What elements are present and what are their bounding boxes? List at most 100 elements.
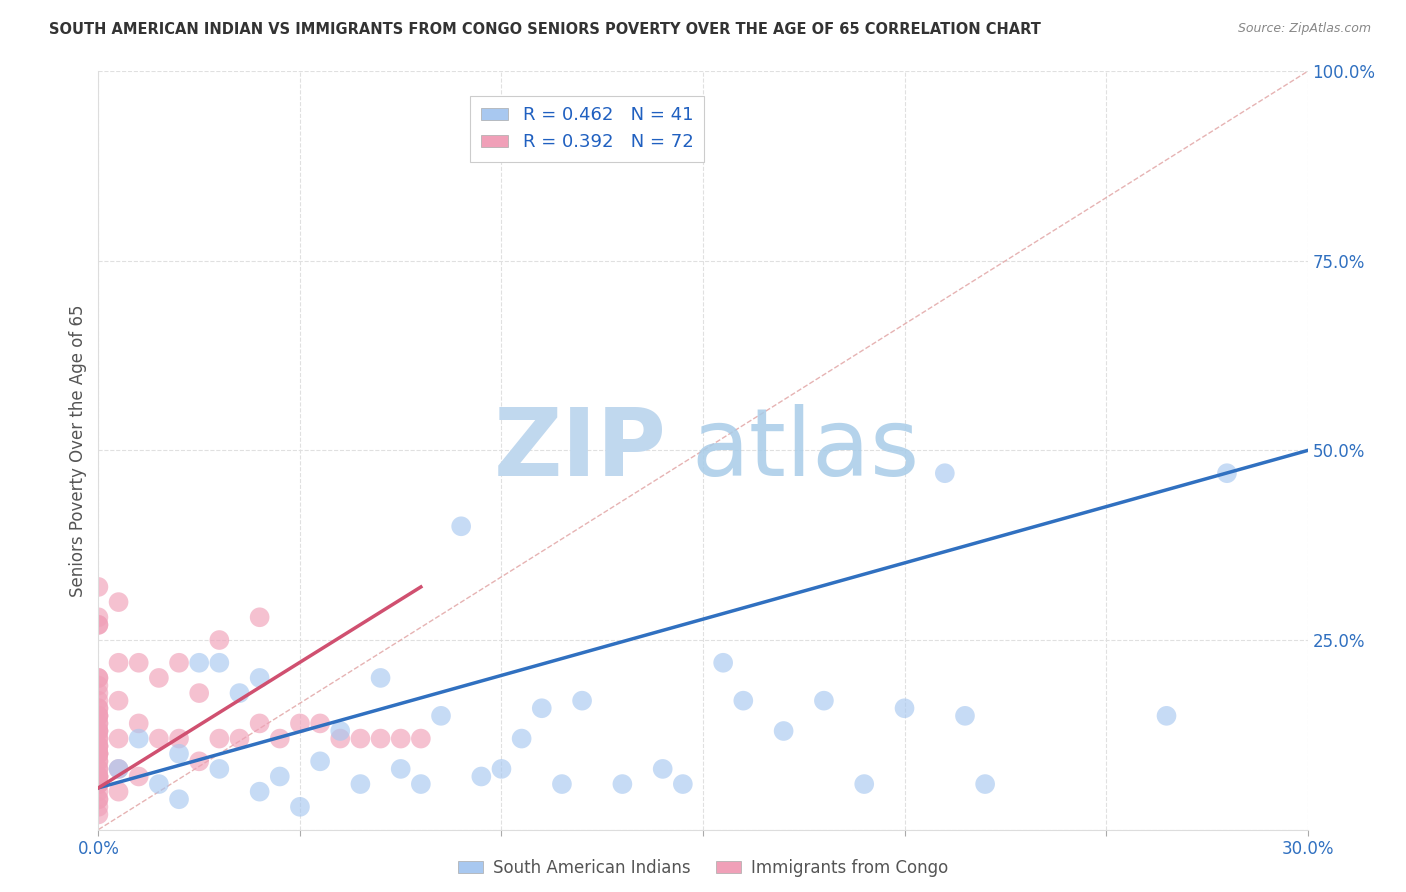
- Point: [228, 731, 250, 746]
- Point: [107, 762, 129, 776]
- Point: [87, 701, 110, 715]
- Point: [148, 671, 170, 685]
- Point: [87, 724, 110, 739]
- Legend: R = 0.462   N = 41, R = 0.392   N = 72: R = 0.462 N = 41, R = 0.392 N = 72: [470, 95, 704, 162]
- Point: [107, 785, 129, 799]
- Point: [370, 671, 392, 685]
- Point: [953, 708, 976, 723]
- Point: [167, 792, 190, 806]
- Point: [87, 769, 110, 784]
- Point: [288, 716, 311, 731]
- Point: [87, 739, 110, 753]
- Point: [188, 755, 211, 769]
- Point: [409, 731, 432, 746]
- Point: [87, 747, 110, 761]
- Point: [409, 777, 432, 791]
- Point: [551, 777, 574, 791]
- Point: [87, 800, 110, 814]
- Point: [934, 467, 956, 481]
- Point: [309, 716, 332, 731]
- Point: [491, 762, 513, 776]
- Point: [87, 792, 110, 806]
- Point: [853, 777, 876, 791]
- Point: [87, 747, 110, 761]
- Point: [87, 792, 110, 806]
- Point: [87, 694, 110, 708]
- Point: [87, 701, 110, 715]
- Point: [87, 610, 110, 624]
- Point: [87, 739, 110, 753]
- Point: [651, 762, 673, 776]
- Point: [87, 777, 110, 791]
- Point: [249, 785, 271, 799]
- Point: [87, 769, 110, 784]
- Text: SOUTH AMERICAN INDIAN VS IMMIGRANTS FROM CONGO SENIORS POVERTY OVER THE AGE OF 6: SOUTH AMERICAN INDIAN VS IMMIGRANTS FROM…: [49, 22, 1040, 37]
- Point: [87, 777, 110, 791]
- Point: [107, 731, 129, 746]
- Point: [167, 731, 190, 746]
- Point: [87, 777, 110, 791]
- Point: [329, 731, 352, 746]
- Point: [188, 656, 211, 670]
- Point: [430, 708, 453, 723]
- Point: [107, 656, 129, 670]
- Point: [128, 731, 150, 746]
- Point: [389, 762, 412, 776]
- Point: [188, 686, 211, 700]
- Point: [87, 747, 110, 761]
- Point: [269, 731, 291, 746]
- Point: [87, 671, 110, 685]
- Point: [87, 731, 110, 746]
- Point: [672, 777, 695, 791]
- Point: [167, 747, 190, 761]
- Point: [107, 762, 129, 776]
- Text: ZIP: ZIP: [494, 404, 666, 497]
- Point: [87, 716, 110, 731]
- Point: [107, 694, 129, 708]
- Point: [87, 769, 110, 784]
- Point: [128, 769, 150, 784]
- Point: [208, 656, 231, 670]
- Point: [208, 731, 231, 746]
- Point: [148, 731, 170, 746]
- Point: [249, 610, 271, 624]
- Point: [733, 694, 755, 708]
- Point: [87, 731, 110, 746]
- Point: [128, 716, 150, 731]
- Point: [87, 762, 110, 776]
- Point: [249, 716, 271, 731]
- Point: [711, 656, 734, 670]
- Point: [530, 701, 553, 715]
- Legend: South American Indians, Immigrants from Congo: South American Indians, Immigrants from …: [451, 853, 955, 884]
- Point: [87, 739, 110, 753]
- Point: [87, 769, 110, 784]
- Point: [249, 671, 271, 685]
- Point: [167, 656, 190, 670]
- Point: [87, 747, 110, 761]
- Point: [87, 708, 110, 723]
- Point: [349, 731, 371, 746]
- Point: [87, 708, 110, 723]
- Point: [329, 724, 352, 739]
- Point: [128, 656, 150, 670]
- Point: [1156, 708, 1178, 723]
- Point: [87, 724, 110, 739]
- Point: [772, 724, 794, 739]
- Y-axis label: Seniors Poverty Over the Age of 65: Seniors Poverty Over the Age of 65: [69, 304, 87, 597]
- Point: [974, 777, 997, 791]
- Point: [228, 686, 250, 700]
- Point: [571, 694, 593, 708]
- Point: [87, 708, 110, 723]
- Point: [87, 724, 110, 739]
- Point: [87, 807, 110, 822]
- Point: [87, 716, 110, 731]
- Point: [87, 755, 110, 769]
- Point: [269, 769, 291, 784]
- Point: [87, 762, 110, 776]
- Point: [370, 731, 392, 746]
- Point: [813, 694, 835, 708]
- Point: [389, 731, 412, 746]
- Point: [87, 785, 110, 799]
- Text: atlas: atlas: [690, 404, 920, 497]
- Point: [1216, 467, 1239, 481]
